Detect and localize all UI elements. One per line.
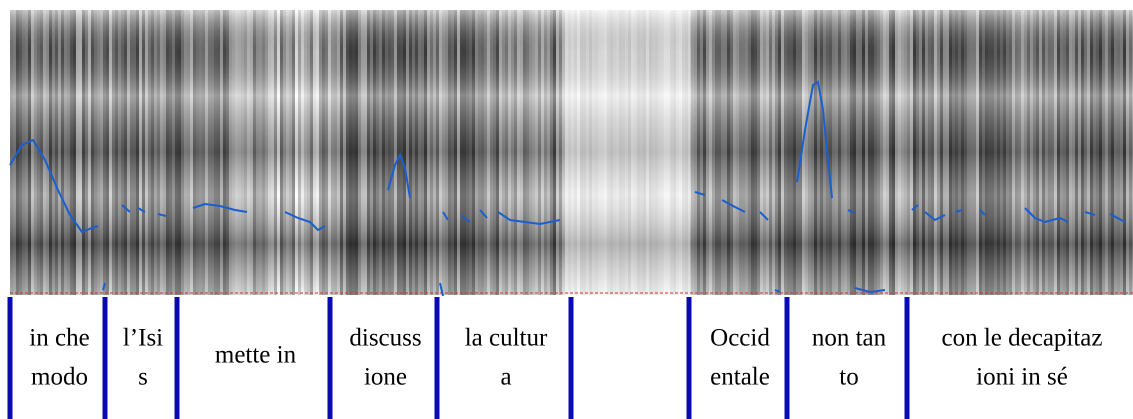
text-tier: in che modo l’Isi s mette in discuss ione la cu… — [7, 297, 1103, 419]
segment-label: s — [138, 364, 148, 391]
boundary — [568, 297, 574, 419]
boundary — [686, 297, 692, 419]
segment-label: entale — [710, 364, 770, 391]
segment-label: mette in — [215, 342, 297, 369]
spectrogram-bands — [565, 10, 690, 295]
boundary — [327, 297, 333, 419]
segment-label: la cultur — [465, 325, 548, 352]
spectrogram — [10, 10, 1133, 295]
pitch-segment — [121, 204, 167, 217]
pitch-segment — [387, 152, 411, 199]
segment-label: modo — [31, 364, 88, 391]
segment-label: in che — [29, 325, 89, 352]
segment-label: con le decapitaz — [941, 325, 1102, 352]
boundary — [7, 297, 13, 419]
boundary — [102, 297, 108, 419]
segment-label: to — [839, 364, 858, 391]
pitch-segment — [694, 191, 769, 221]
pitch-segment — [9, 138, 99, 234]
pitch-segment — [192, 202, 326, 232]
spectrogram-bands — [10, 10, 1133, 295]
segment-label: discuss — [349, 325, 421, 352]
pitch-contour — [9, 80, 1126, 297]
boundary — [904, 297, 910, 419]
segment-label: l’Isi — [123, 325, 163, 352]
segment-label: Occid — [710, 325, 770, 352]
pitch-segment — [442, 209, 561, 226]
segment-label: non tan — [812, 325, 887, 352]
segment-label: a — [500, 364, 511, 391]
segment-label: ione — [364, 364, 407, 391]
pitch-segment — [911, 204, 1126, 224]
boundary — [174, 297, 180, 419]
boundary — [434, 297, 440, 419]
pitch-segment — [102, 282, 886, 297]
segment-label: ioni in sé — [976, 364, 1068, 391]
boundary — [784, 297, 790, 419]
pitch-segment — [796, 80, 855, 214]
